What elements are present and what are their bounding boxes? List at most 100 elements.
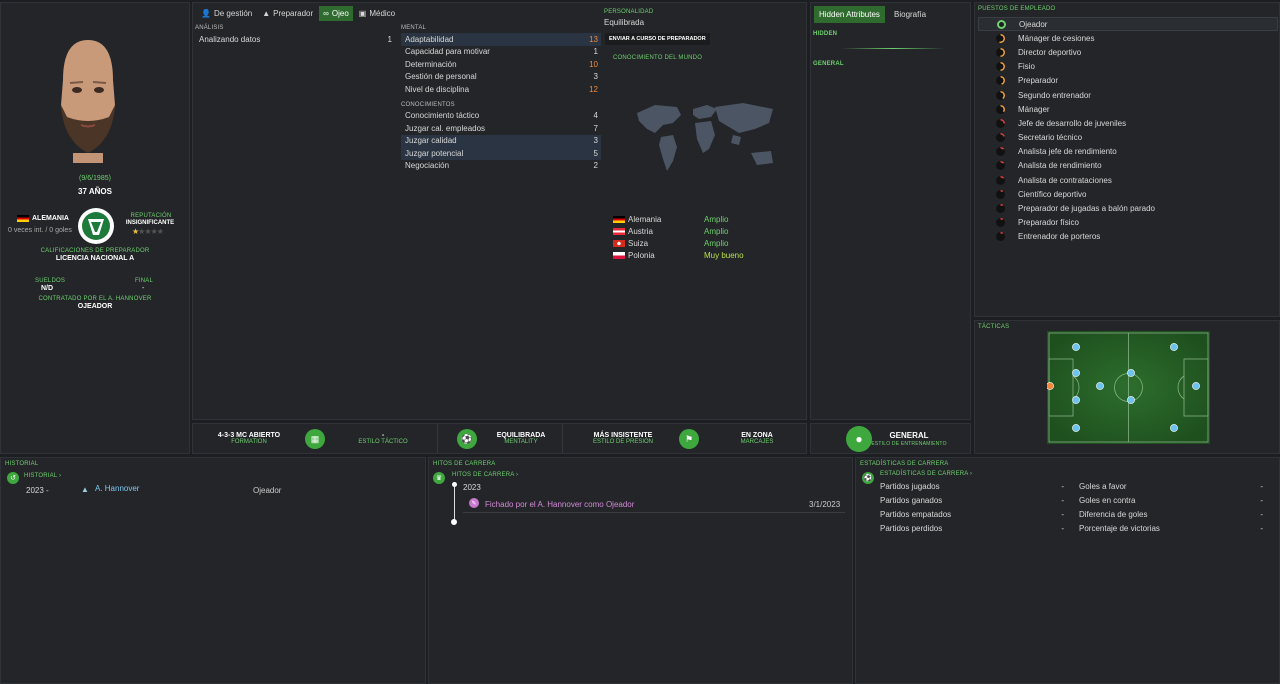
role-label: Ojeador [1019, 19, 1048, 29]
role-row[interactable]: Ojeador [978, 17, 1278, 32]
role-label: Preparador físico [1018, 218, 1079, 228]
stat-row: Porcentaje de victorias - [1079, 521, 1263, 535]
attribute-row[interactable]: Conocimiento táctico 4 [401, 110, 601, 123]
stats-left-column: Partidos jugados - Partidos ganados - Partid… [880, 479, 1064, 535]
history-row[interactable]: 2023 - ▲ A. Hannover Ojeador [1, 484, 425, 498]
player-position-marker[interactable] [1096, 382, 1104, 390]
history-caption: HISTORIAL [5, 461, 39, 467]
history-link[interactable]: HISTORIAL › [24, 473, 62, 479]
player-position-marker[interactable] [1047, 382, 1054, 390]
player-position-marker[interactable] [1170, 424, 1178, 432]
attribute-row[interactable]: Capacidad para motivar 1 [401, 46, 601, 59]
tactics-pitch[interactable] [1047, 331, 1210, 444]
stat-value: - [1260, 495, 1263, 505]
role-row[interactable]: Director deportivo [978, 45, 1278, 59]
player-position-marker[interactable] [1192, 382, 1200, 390]
timeline-dot-top [452, 482, 457, 487]
player-position-marker[interactable] [1072, 343, 1080, 351]
role-row[interactable]: Preparador de jugadas a balón parado [978, 201, 1278, 215]
pitch-icon: ▦ [305, 429, 325, 449]
tab-management[interactable]: 👤 De gestión [197, 6, 256, 21]
country-name: Suiza [628, 239, 649, 248]
player-position-marker[interactable] [1127, 369, 1135, 377]
role-label: Analista de contrataciones [1018, 175, 1112, 185]
player-position-marker[interactable] [1072, 369, 1080, 377]
milestones-link[interactable]: HITOS DE CARRERA › [452, 472, 519, 478]
profile-panel: (9/6/1985) 37 AÑOS ALEMANIA 0 veces int.… [0, 2, 190, 454]
attribute-row[interactable]: Negociación 2 [401, 160, 601, 173]
marking-caption: MARCAJES [740, 439, 774, 445]
attribute-value: 1 [593, 47, 598, 57]
role-row[interactable]: Secretario técnico [978, 131, 1278, 145]
player-position-marker[interactable] [1072, 424, 1080, 432]
role-row[interactable]: Entrenador de porteros [978, 230, 1278, 244]
player-position-marker[interactable] [1127, 396, 1135, 404]
history-panel: HISTORIAL ↺ HISTORIAL › 2023 - ▲ A. Hann… [0, 457, 426, 684]
reputation-caption: REPUTACIÓN [130, 213, 172, 219]
stat-label: Partidos ganados [880, 495, 943, 505]
attribute-label: Adaptabilidad [405, 34, 454, 44]
training-style-caption: ESTILO DE ENTRENAMIENTO [871, 441, 947, 447]
role-label: Jefe de desarrollo de juveniles [1018, 118, 1127, 128]
role-suitability-icon [996, 161, 1005, 171]
role-row[interactable]: Científico deportivo [978, 187, 1278, 201]
marking-value: EN ZONA [741, 432, 773, 439]
country-row: Austria Amplio [613, 226, 803, 238]
role-row[interactable]: Jefe de desarrollo de juveniles [978, 116, 1278, 130]
role-row[interactable]: Preparador físico [978, 216, 1278, 230]
tab-scouting[interactable]: ∞ Ojeo [319, 6, 353, 21]
roles-list: Ojeador Mánager de cesiones Director depor… [978, 17, 1278, 244]
tab-hidden-attributes[interactable]: Hidden Attributes [814, 6, 885, 23]
role-row[interactable]: Segundo entrenador [978, 88, 1278, 102]
star-empty-icon: ★★★★ [138, 227, 164, 236]
role-suitability-icon [996, 33, 1005, 43]
attribute-row[interactable]: Gestión de personal 3 [401, 71, 601, 84]
tab-medical[interactable]: ▣ Médico [355, 6, 399, 21]
attribute-row[interactable]: Juzgar potencial 5 [401, 147, 601, 160]
player-position-marker[interactable] [1170, 343, 1178, 351]
role-row[interactable]: Analista de rendimiento [978, 159, 1278, 173]
career-stats-link[interactable]: ESTADÍSTICAS DE CARRERA › [880, 471, 973, 477]
tab-medical-label: Médico [369, 9, 396, 18]
training-style-bar: ● GENERAL ESTILO DE ENTRENAMIENTO [810, 423, 971, 454]
player-position-marker[interactable] [1072, 396, 1080, 404]
role-row[interactable]: Analista jefe de rendimiento [978, 145, 1278, 159]
role-label: Fisio [1018, 62, 1035, 72]
role-row[interactable]: Fisio [978, 60, 1278, 74]
stat-row: Goles en contra - [1079, 493, 1263, 507]
attribute-row[interactable]: Juzgar cal. empleados 7 [401, 122, 601, 135]
attribute-row[interactable]: Nivel de disciplina 12 [401, 83, 601, 96]
role-row[interactable]: Preparador [978, 74, 1278, 88]
tab-biography[interactable]: Biografía [894, 10, 927, 19]
attribute-label: Negociación [405, 161, 450, 171]
attribute-label: Nivel de disciplina [405, 84, 470, 94]
stat-value: - [1260, 523, 1263, 533]
role-tabs: 👤 De gestión ▲ Preparador ∞ Ojeo ▣ Médico [197, 6, 399, 21]
history-club-link[interactable]: A. Hannover [95, 484, 140, 493]
role-label: Entrenador de porteros [1018, 232, 1101, 242]
attribute-row[interactable]: Juzgar calidad 3 [401, 134, 601, 147]
attribute-row[interactable]: Determinación 10 [401, 58, 601, 71]
role-row[interactable]: Mánager de cesiones [978, 31, 1278, 45]
role-label: Científico deportivo [1018, 189, 1087, 199]
send-to-course-button[interactable]: ENVIAR A CURSO DE PREPARADOR [605, 33, 710, 45]
marking-icon: ⚑ [679, 429, 699, 449]
role-row[interactable]: Mánager [978, 102, 1278, 116]
history-years: 2023 - [26, 486, 49, 495]
role-suitability-icon [996, 189, 1005, 199]
role-label: Analista de rendimiento [1018, 161, 1102, 171]
country-name: Alemania [628, 215, 662, 224]
history-role: Ojeador [253, 486, 282, 495]
role-label: Preparador de jugadas a balón parado [1018, 204, 1155, 214]
mental-section: MENTAL Adaptabilidad 13 Capacidad para mot… [401, 25, 601, 172]
attribute-value: 3 [593, 72, 598, 82]
nationality: ALEMANIA [17, 215, 69, 222]
tab-coach[interactable]: ▲ Preparador [258, 6, 317, 21]
stat-row: Diferencia de goles - [1079, 507, 1263, 521]
attribute-row[interactable]: Adaptabilidad 13 [401, 33, 601, 46]
hidden-caption: HIDDEN [813, 31, 838, 37]
stat-label: Partidos empatados [880, 509, 952, 519]
knowledge-rows: Conocimiento táctico 4 Juzgar cal. emplead… [401, 110, 601, 173]
role-row[interactable]: Analista de contrataciones [978, 173, 1278, 187]
attribute-row[interactable]: Analizando datos 1 [195, 33, 395, 46]
